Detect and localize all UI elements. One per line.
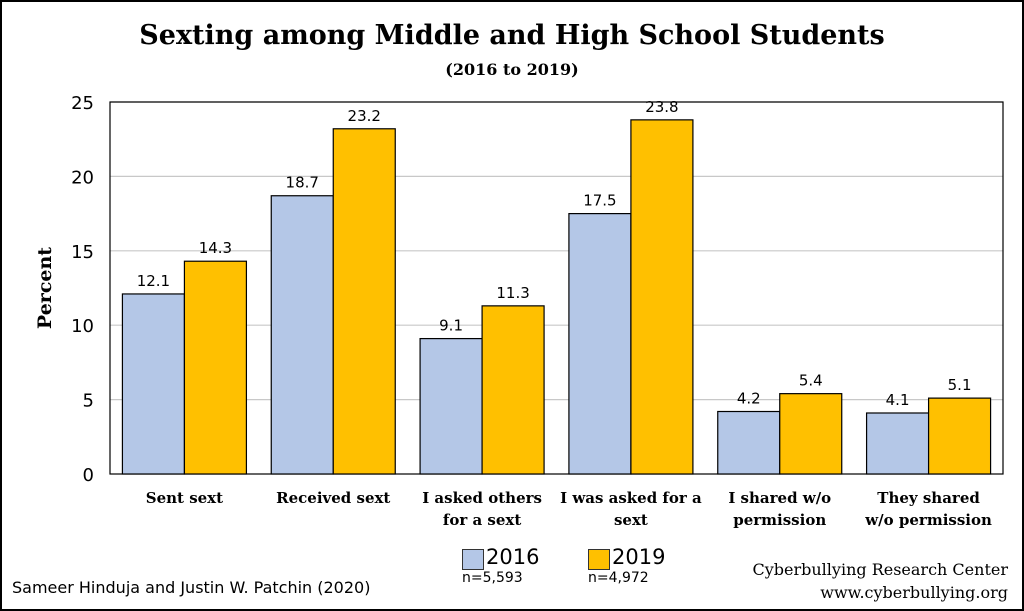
data-label: 14.3 bbox=[199, 239, 232, 257]
organization-credit: Cyberbullying Research Center www.cyberb… bbox=[752, 558, 1008, 604]
data-label: 4.2 bbox=[737, 390, 761, 408]
y-tick-label: 0 bbox=[83, 465, 94, 486]
bar-2016 bbox=[568, 213, 632, 475]
y-tick-label: 15 bbox=[71, 242, 94, 263]
x-tick-label: Sent sext bbox=[146, 489, 223, 507]
legend-label-2019: 2019 bbox=[612, 545, 666, 569]
bar-2016 bbox=[865, 412, 930, 475]
legend-label-2016: 2016 bbox=[486, 545, 540, 569]
bar-2019 bbox=[481, 305, 545, 475]
x-tick-label: Received sext bbox=[276, 489, 390, 507]
bar-2019 bbox=[183, 260, 248, 475]
x-tick-label: permission bbox=[733, 511, 826, 529]
legend-swatch-2016 bbox=[462, 549, 484, 570]
data-label: 18.7 bbox=[286, 174, 319, 192]
bar-2016 bbox=[419, 337, 483, 475]
x-tick-label: They shared bbox=[877, 489, 980, 507]
data-label: 12.1 bbox=[137, 272, 170, 290]
y-axis-label: Percent bbox=[34, 247, 56, 329]
x-tick-label: I asked others bbox=[422, 489, 542, 507]
source-credit: Sameer Hinduja and Justin W. Patchin (20… bbox=[12, 578, 371, 597]
bar-2019 bbox=[927, 397, 992, 475]
data-label: 17.5 bbox=[583, 192, 616, 210]
legend-swatch-2019 bbox=[588, 549, 610, 570]
legend-n-2019: n=4,972 bbox=[588, 570, 649, 586]
y-tick-label: 5 bbox=[83, 391, 94, 412]
data-label: 11.3 bbox=[496, 284, 529, 302]
x-tick-label: for a sext bbox=[443, 511, 521, 529]
data-label: 23.2 bbox=[348, 107, 381, 125]
data-label: 5.1 bbox=[948, 376, 972, 394]
x-tick-label: I was asked for a bbox=[560, 489, 702, 507]
bar-2016 bbox=[717, 410, 781, 475]
bar-2019 bbox=[779, 393, 843, 475]
y-tick-label: 20 bbox=[71, 167, 94, 188]
data-label: 9.1 bbox=[439, 317, 463, 335]
plot-area bbox=[109, 101, 1004, 475]
bar-2019 bbox=[332, 128, 396, 475]
x-tick-label: sext bbox=[614, 511, 648, 529]
chart-title: Sexting among Middle and High School Stu… bbox=[139, 20, 885, 51]
bar-2016 bbox=[270, 195, 334, 475]
bar-2016 bbox=[121, 293, 186, 475]
chart-subtitle: (2016 to 2019) bbox=[445, 60, 579, 79]
x-tick-label: I shared w/o bbox=[728, 489, 831, 507]
bar-2019 bbox=[630, 119, 694, 475]
organization-name: Cyberbullying Research Center bbox=[752, 560, 1008, 579]
data-label: 23.8 bbox=[645, 98, 678, 116]
data-label: 5.4 bbox=[799, 372, 823, 390]
x-tick-label: w/o permission bbox=[864, 511, 992, 529]
y-tick-label: 25 bbox=[71, 93, 94, 114]
legend-n-2016: n=5,593 bbox=[462, 570, 523, 586]
data-label: 4.1 bbox=[886, 391, 910, 409]
y-tick-label: 10 bbox=[71, 316, 94, 337]
organization-url: www.cyberbullying.org bbox=[820, 583, 1008, 602]
